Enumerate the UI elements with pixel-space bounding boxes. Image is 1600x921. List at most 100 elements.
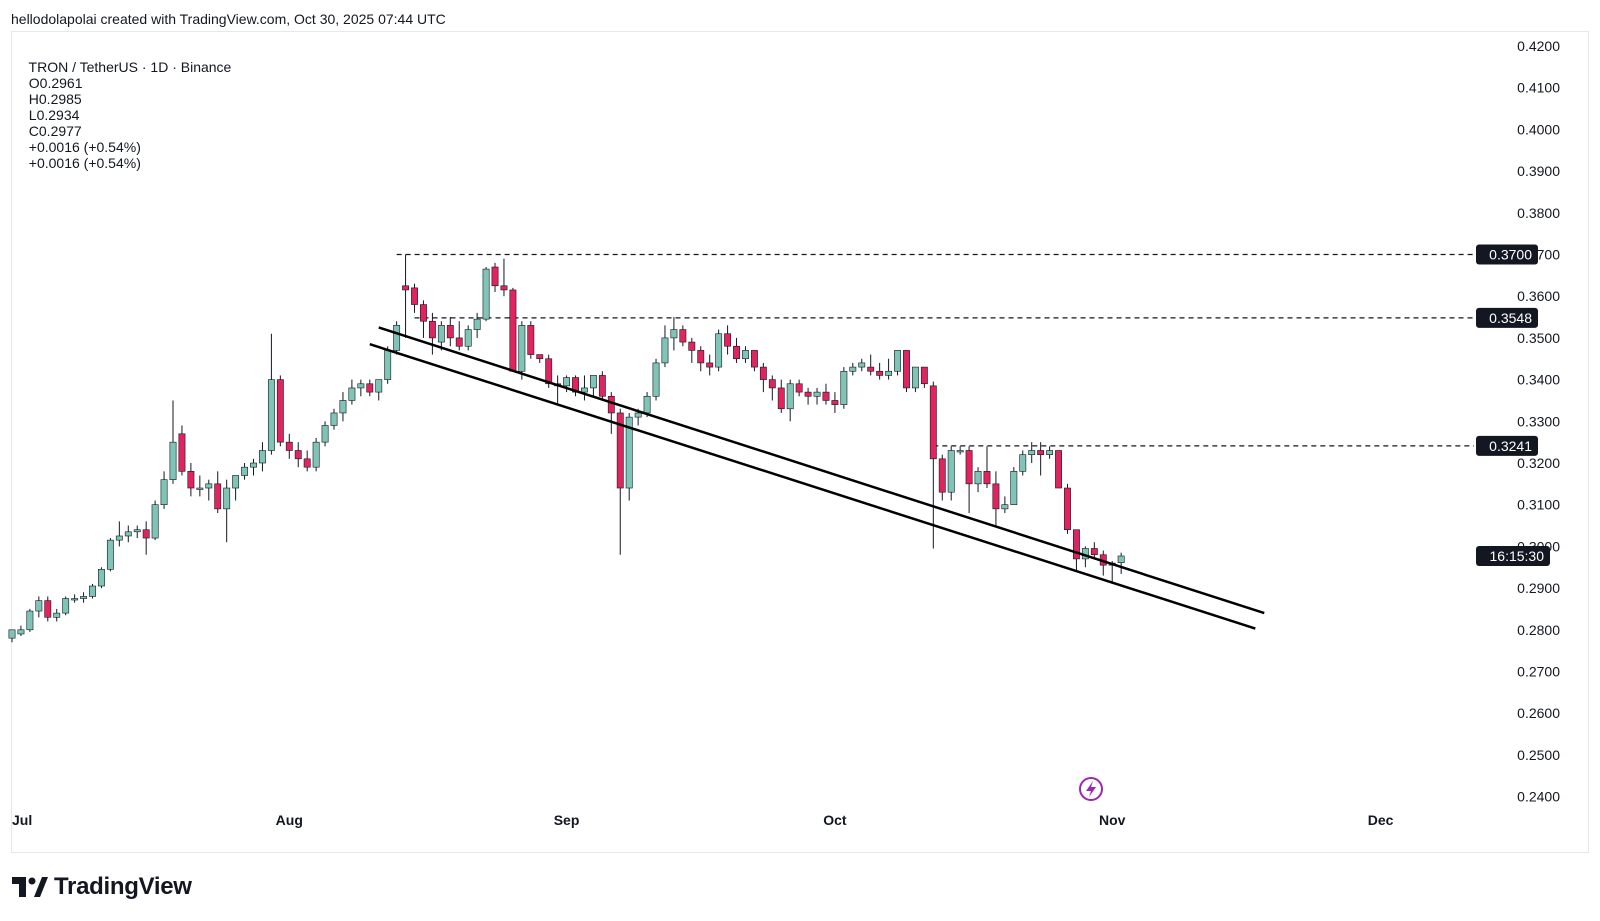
candle bbox=[858, 358, 866, 372]
candle-body bbox=[26, 610, 34, 631]
candle bbox=[786, 379, 794, 422]
symbol-legend: TRON / TetherUS · 1D · Binance O0.2961 H… bbox=[21, 43, 239, 171]
candle-body bbox=[679, 329, 687, 343]
candle-body bbox=[375, 379, 383, 393]
price-tag-label: 0.3548 bbox=[1489, 310, 1532, 326]
candle-body bbox=[625, 416, 633, 489]
candle bbox=[992, 471, 1000, 526]
candle bbox=[706, 354, 714, 376]
candle-body bbox=[867, 366, 875, 372]
candle-body bbox=[53, 612, 61, 618]
candle-body bbox=[563, 377, 571, 387]
candle-body bbox=[661, 337, 669, 364]
candle-body bbox=[1028, 450, 1036, 455]
candle bbox=[339, 392, 347, 422]
candle-body bbox=[330, 412, 338, 426]
legend-symbol[interactable]: TRON / TetherUS · 1D · Binance bbox=[28, 59, 232, 75]
candle-body bbox=[777, 387, 785, 410]
y-tick-label: 0.2400 bbox=[1517, 789, 1560, 805]
candle bbox=[750, 350, 758, 372]
candle bbox=[53, 608, 61, 622]
logo-wordmark: TradingView bbox=[54, 873, 192, 900]
candle bbox=[1019, 450, 1027, 476]
candle-body bbox=[1090, 548, 1098, 556]
candle-body bbox=[885, 370, 893, 376]
candle bbox=[616, 408, 624, 555]
candle bbox=[35, 596, 43, 618]
candle-body bbox=[393, 325, 401, 351]
candle bbox=[1090, 542, 1098, 559]
candle bbox=[1117, 552, 1125, 574]
candle bbox=[1001, 496, 1009, 514]
candle bbox=[294, 442, 302, 468]
candle-body bbox=[1055, 450, 1062, 489]
candle bbox=[500, 258, 508, 297]
candle bbox=[196, 475, 204, 497]
candle bbox=[178, 425, 186, 476]
candle-body bbox=[992, 483, 1000, 510]
candle bbox=[106, 538, 114, 572]
candle bbox=[742, 346, 749, 363]
candle bbox=[1072, 529, 1080, 572]
candle-body bbox=[133, 529, 141, 533]
flash-icon[interactable] bbox=[1079, 777, 1103, 801]
candle bbox=[357, 379, 365, 397]
y-tick-label: 0.3300 bbox=[1517, 413, 1560, 429]
candle bbox=[679, 325, 687, 347]
candle bbox=[920, 366, 928, 388]
candle-body bbox=[965, 450, 973, 485]
y-tick-label: 0.3100 bbox=[1517, 497, 1560, 513]
candle bbox=[572, 375, 579, 397]
y-axis: 0.42000.41000.40000.39000.38000.37000.36… bbox=[1517, 38, 1560, 805]
x-axis: Jul Aug Sep Oct Nov Dec bbox=[12, 812, 1394, 828]
candle bbox=[411, 283, 418, 313]
candle bbox=[724, 325, 732, 355]
tradingview-logo[interactable]: TradingView bbox=[12, 873, 192, 901]
legend-high: H0.2985 bbox=[28, 91, 82, 107]
candle bbox=[903, 350, 910, 393]
candle bbox=[455, 321, 463, 351]
candle-body bbox=[813, 391, 821, 397]
legend-open: O0.2961 bbox=[28, 75, 83, 91]
y-tick-label: 0.3600 bbox=[1517, 288, 1560, 304]
candle bbox=[366, 379, 374, 397]
candle bbox=[446, 317, 454, 347]
candle-body bbox=[1046, 450, 1054, 455]
candle bbox=[17, 625, 25, 637]
x-tick-label: Aug bbox=[276, 812, 303, 828]
candle-body bbox=[607, 395, 615, 414]
candle-body bbox=[1064, 487, 1071, 531]
candles bbox=[8, 254, 1125, 643]
candle bbox=[491, 262, 499, 293]
candle bbox=[831, 392, 839, 413]
price-tag-label: 0.3241 bbox=[1489, 438, 1532, 454]
candle bbox=[62, 596, 70, 616]
candle-body bbox=[178, 433, 186, 472]
candle-body bbox=[294, 450, 302, 460]
candle-body bbox=[187, 471, 195, 489]
candle-body bbox=[142, 529, 150, 539]
candle-body bbox=[589, 375, 597, 389]
candle-body bbox=[581, 387, 588, 393]
candle-body bbox=[1001, 504, 1009, 510]
candle-body bbox=[974, 471, 982, 485]
y-tick-label: 0.2700 bbox=[1517, 664, 1560, 680]
candle-body bbox=[491, 266, 499, 287]
x-tick-label: Oct bbox=[823, 812, 847, 828]
y-tick-label: 0.3800 bbox=[1517, 205, 1560, 221]
candle-body bbox=[527, 325, 535, 355]
candle bbox=[321, 421, 329, 447]
candle-body bbox=[473, 318, 481, 330]
candle-body bbox=[312, 441, 320, 468]
candle bbox=[768, 375, 776, 401]
candle bbox=[205, 479, 213, 501]
candle-body bbox=[384, 350, 392, 380]
candle bbox=[715, 329, 723, 372]
candle-body bbox=[849, 366, 857, 372]
candle bbox=[393, 321, 401, 355]
candle-body bbox=[545, 358, 553, 385]
y-tick-label: 0.2500 bbox=[1517, 747, 1560, 763]
countdown-tag-label: 16:15:30 bbox=[1490, 548, 1545, 564]
candle-body bbox=[1037, 450, 1045, 455]
